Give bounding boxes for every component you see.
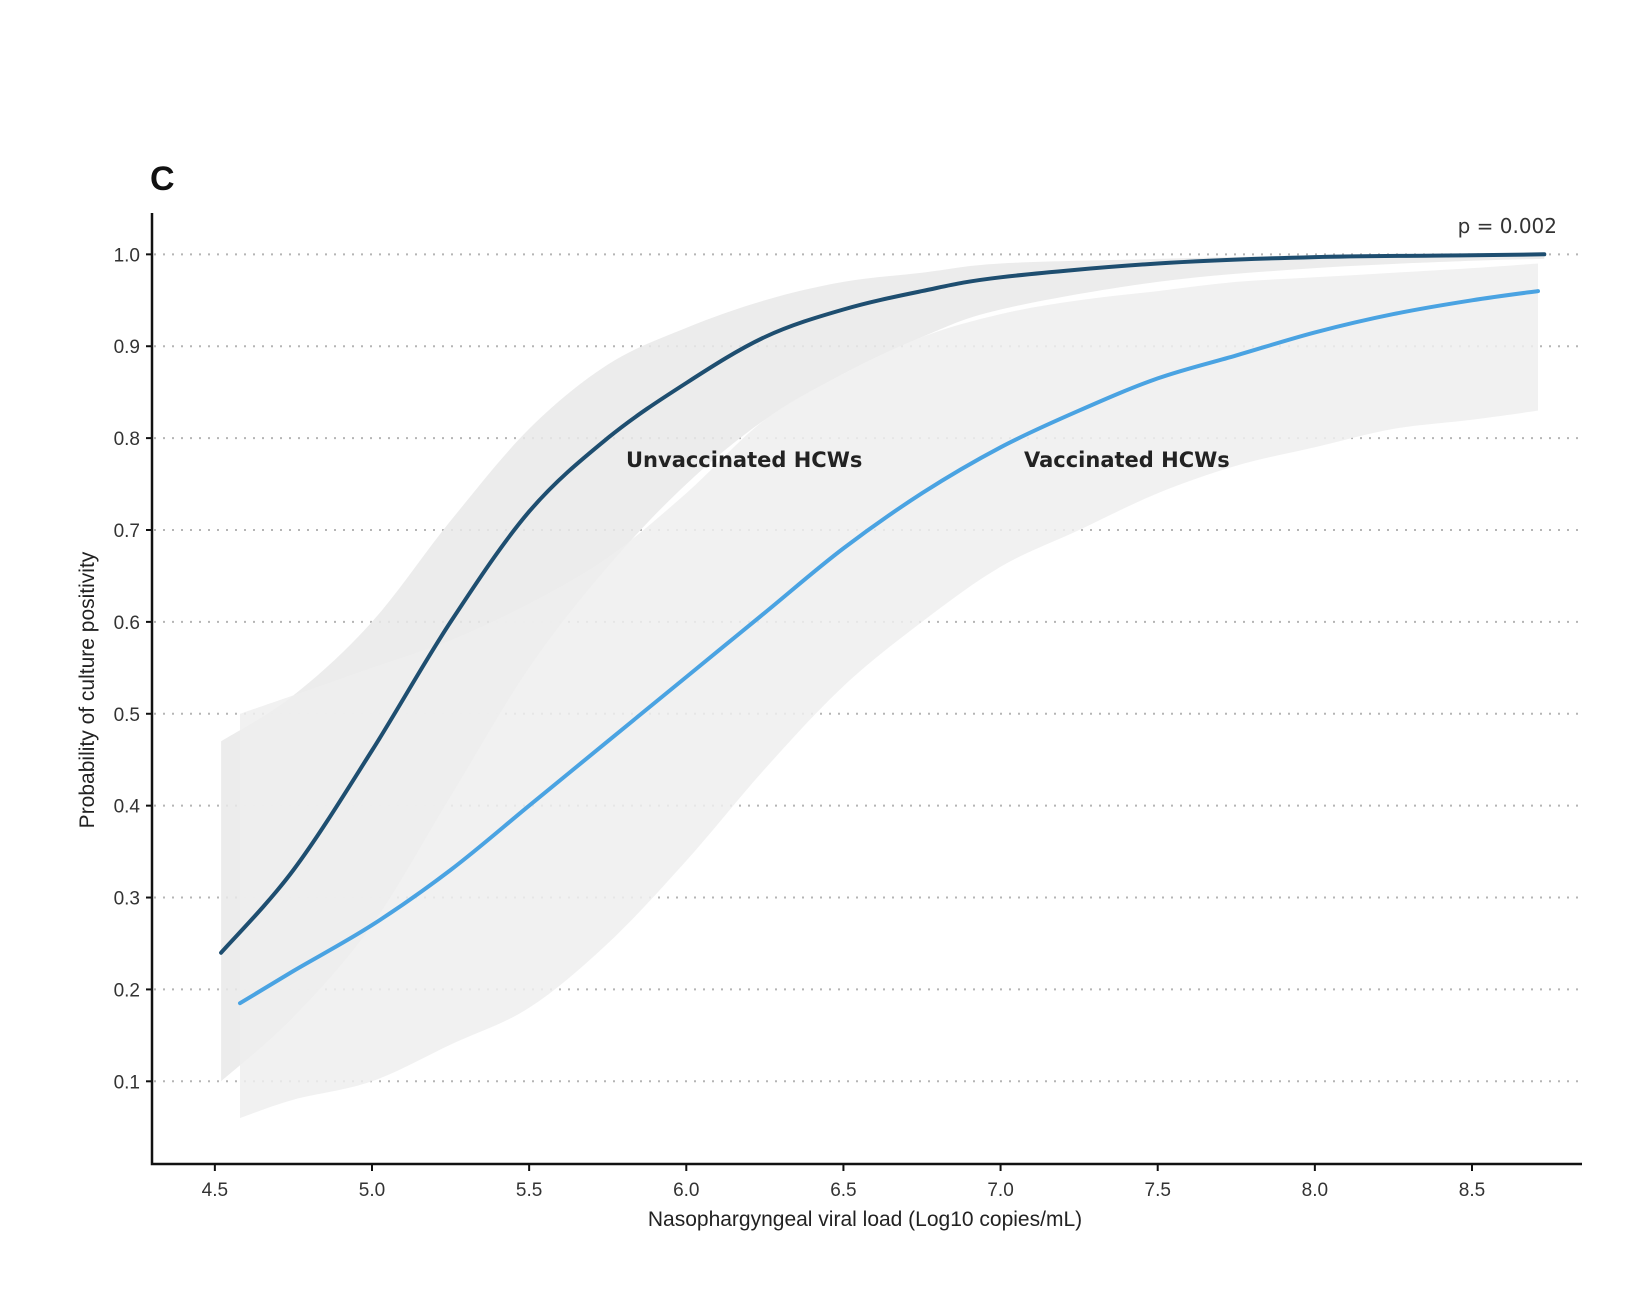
y-tick-label-3: 0.4 <box>114 797 141 818</box>
y-tick-label-7: 0.8 <box>114 429 140 450</box>
y-tick-label-0: 0.1 <box>114 1072 140 1093</box>
x-tick-label-6: 7.5 <box>1145 1180 1171 1201</box>
x-axis-title: Nasophargyngeal viral load (Log10 copies… <box>648 1208 1082 1231</box>
x-tick-label-1: 5.0 <box>359 1180 385 1201</box>
x-tick-label-5: 7.0 <box>987 1180 1013 1201</box>
series-curves <box>219 252 1547 1006</box>
series-label-vaccinated: Vaccinated HCWs <box>1024 448 1230 472</box>
y-tick-label-4: 0.5 <box>114 705 140 726</box>
y-tick-label-2: 0.3 <box>114 889 140 910</box>
y-tick-label-1: 0.2 <box>114 980 140 1001</box>
x-tick-label-8: 8.5 <box>1459 1180 1485 1201</box>
curve-vaccinated <box>238 289 1540 1006</box>
panel-label: C <box>150 160 175 198</box>
x-tick-label-4: 6.5 <box>830 1180 856 1201</box>
confidence-band-unvaccinated <box>221 254 1545 1082</box>
x-tick-label-3: 6.0 <box>673 1180 699 1201</box>
series-label-unvaccinated: Unvaccinated HCWs <box>626 448 862 472</box>
x-tick-label-7: 8.0 <box>1302 1180 1328 1201</box>
x-tick-label-2: 5.5 <box>516 1180 542 1201</box>
p-value-annotation: p = 0.002 <box>1458 214 1557 238</box>
confidence-bands <box>221 254 1545 1119</box>
curve-unvaccinated <box>219 252 1547 955</box>
y-axis-title: Probability of culture positivity <box>76 551 99 828</box>
y-tick-label-5: 0.6 <box>114 613 140 634</box>
confidence-band-vaccinated <box>240 263 1538 1119</box>
y-tick-label-9: 1.0 <box>114 245 140 266</box>
y-tick-label-6: 0.7 <box>114 521 140 542</box>
y-axis-ticks: 0.1 0.2 0.3 0.4 0.5 0.6 0.7 0.8 0.9 1.0 <box>114 245 152 1093</box>
x-axis-ticks: 4.5 5.0 5.5 6.0 6.5 7.0 7.5 8.0 8.5 <box>202 1164 1485 1201</box>
x-tick-label-0: 4.5 <box>202 1180 228 1201</box>
y-tick-label-8: 0.9 <box>114 337 140 358</box>
